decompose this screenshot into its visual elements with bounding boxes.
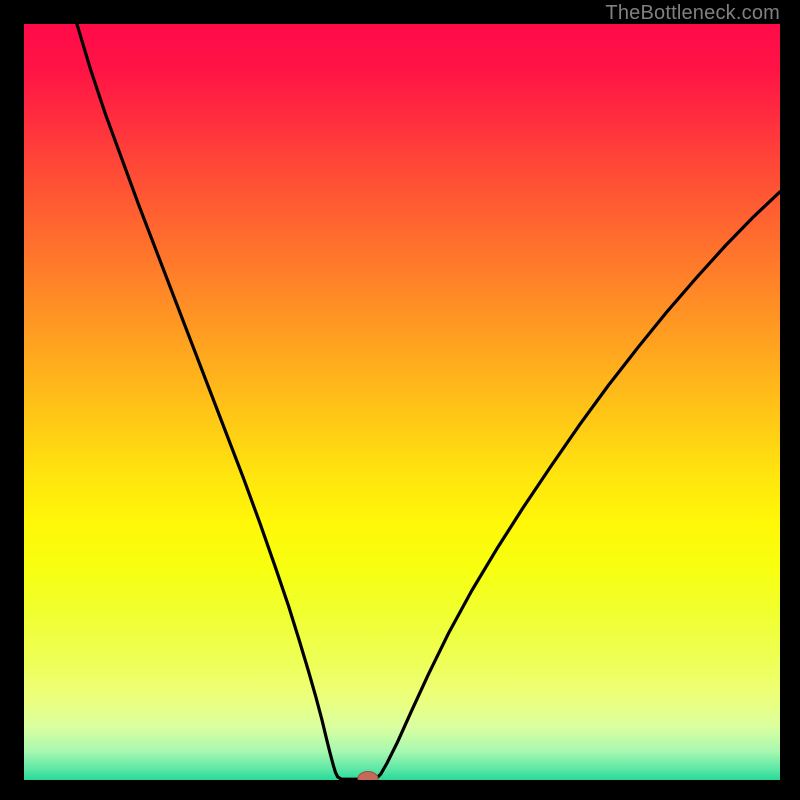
gradient-background <box>24 24 780 780</box>
chart-plot-area <box>24 24 780 780</box>
watermark-text: TheBottleneck.com <box>605 2 780 25</box>
bottleneck-curve-chart <box>24 24 780 780</box>
